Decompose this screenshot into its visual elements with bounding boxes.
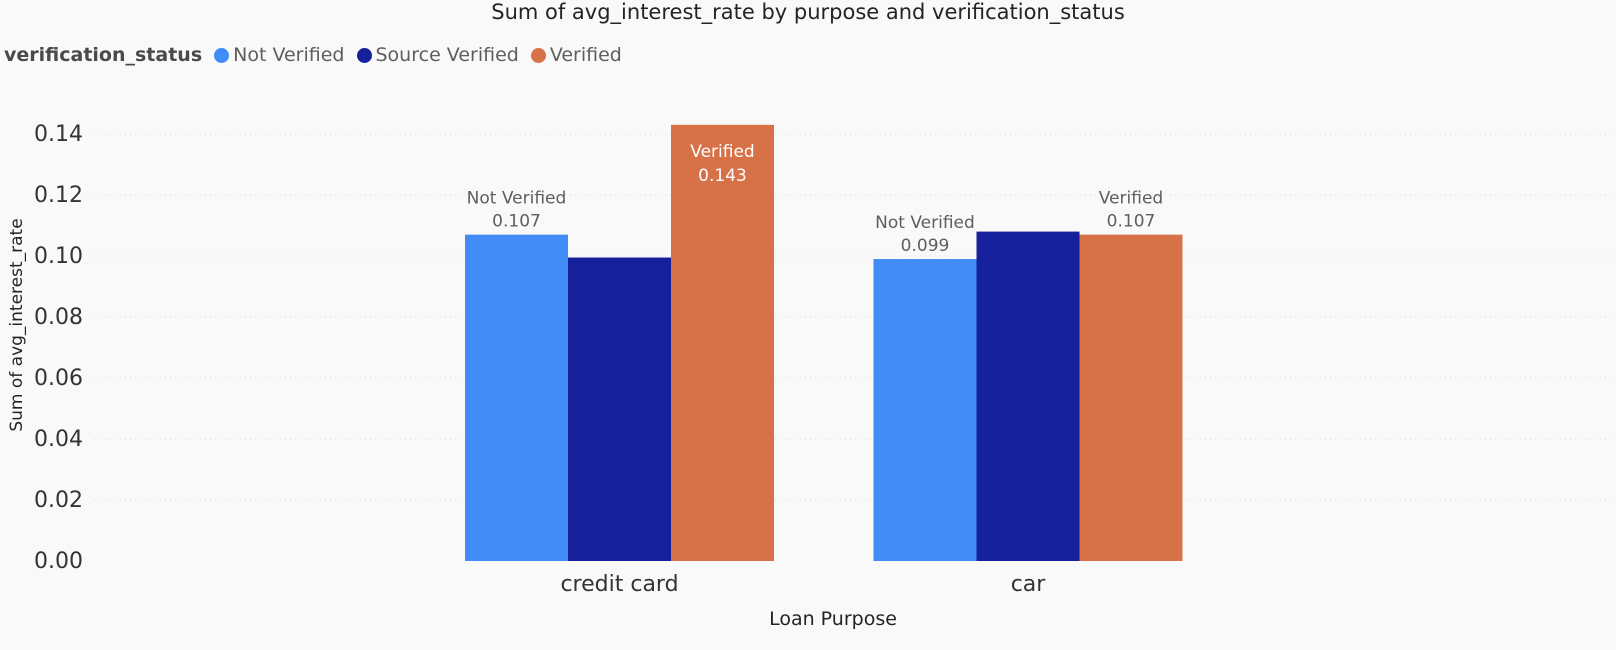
- x-tick-label: credit card: [560, 572, 678, 597]
- legend-label-not-verified: Not Verified: [233, 44, 345, 66]
- data-label-not-verified-credit-card-value: 0.107: [492, 212, 541, 232]
- bar-verified-credit-card: [671, 124, 774, 561]
- bar-source-verified-car: [976, 231, 1080, 561]
- data-label-not-verified-car-value: 0.099: [901, 236, 950, 256]
- data-label-not-verified-credit-card-name: Not Verified: [467, 189, 567, 209]
- x-tick-label: car: [1011, 572, 1047, 597]
- legend-swatch-not-verified: [214, 47, 230, 63]
- bar-not-verified-car: [873, 259, 977, 561]
- legend-swatch-source-verified: [356, 47, 372, 63]
- legend-label-verified: Verified: [549, 44, 622, 66]
- y-tick-label: 0.06: [34, 366, 83, 391]
- legend-item-not-verified[interactable]: Not Verified: [214, 44, 345, 66]
- y-tick-label: 0.10: [34, 244, 83, 269]
- legend-item-verified[interactable]: Verified: [530, 44, 622, 66]
- legend-label-source-verified: Source Verified: [375, 44, 519, 66]
- data-label-not-verified-car-name: Not Verified: [875, 213, 975, 233]
- y-tick-label: 0.12: [34, 183, 83, 208]
- y-tick-label: 0.08: [34, 305, 83, 330]
- legend: verification_status Not Verified Source …: [4, 42, 628, 68]
- data-label-verified-credit-card-name: Verified: [690, 142, 754, 162]
- y-tick-label: 0.14: [34, 122, 83, 147]
- chart-title: Sum of avg_interest_rate by purpose and …: [491, 0, 1125, 24]
- legend-title: verification_status: [4, 44, 203, 66]
- legend-swatch-verified: [530, 47, 546, 63]
- x-axis-title: Loan Purpose: [769, 608, 897, 630]
- legend-item-source-verified[interactable]: Source Verified: [356, 44, 519, 66]
- data-label-verified-credit-card-value: 0.143: [698, 166, 747, 186]
- data-label-verified-car-name: Verified: [1099, 189, 1163, 209]
- bar-verified-car: [1079, 234, 1183, 561]
- y-tick-label: 0.00: [34, 549, 83, 574]
- y-tick-label: 0.04: [34, 427, 83, 452]
- data-label-verified-car-value: 0.107: [1107, 212, 1156, 232]
- y-axis-title: Sum of avg_interest_rate: [7, 218, 27, 431]
- bar-source-verified-credit-card: [568, 257, 671, 561]
- bar-not-verified-credit-card: [465, 234, 568, 561]
- y-tick-label: 0.02: [34, 488, 83, 513]
